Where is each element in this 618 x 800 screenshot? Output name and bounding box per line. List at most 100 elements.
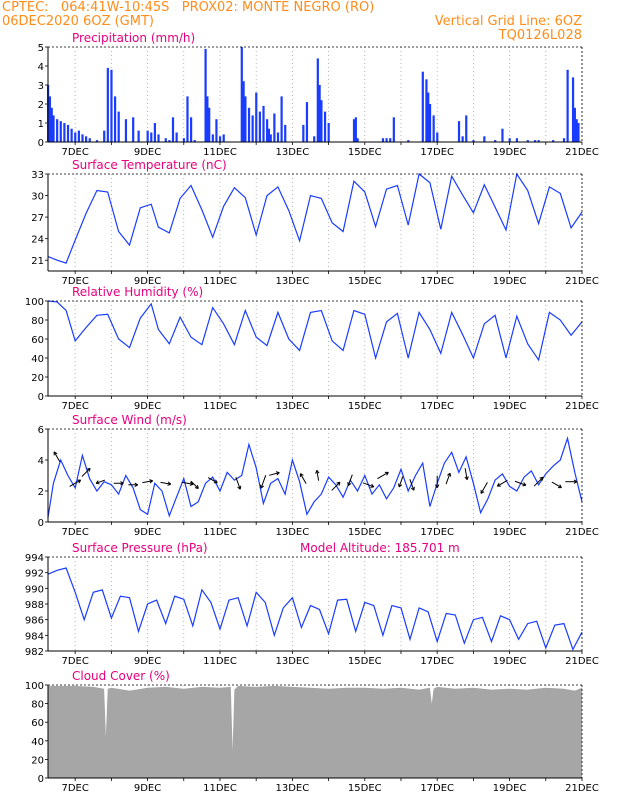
y-tick-label: 992 — [25, 569, 44, 580]
wind-arrow — [190, 480, 199, 489]
wind-arrow — [235, 477, 241, 490]
precip-bar — [381, 138, 385, 142]
wind-arrow-head — [259, 484, 262, 489]
wind-arrow — [362, 482, 375, 488]
x-tick-label: 19DEC — [493, 147, 527, 158]
wind-arrow-head — [435, 484, 438, 488]
header-grid-note: Vertical Grid Line: 6OZ — [434, 14, 582, 29]
wind-arrow-head — [449, 473, 452, 477]
x-tick-label: 13DEC — [276, 147, 310, 158]
y-tick-label: 20 — [31, 373, 44, 384]
wind-arrow-head — [239, 485, 242, 490]
y-tick-label: 33 — [31, 170, 44, 181]
wind-arrow — [533, 476, 544, 487]
y-tick-label: 40 — [31, 737, 44, 748]
precip-bar — [244, 96, 247, 142]
x-tick-label: 7DEC — [61, 656, 88, 667]
wind-arrow-head — [370, 486, 374, 488]
x-tick-label: 15DEC — [348, 147, 382, 158]
precip-bar — [483, 136, 486, 142]
wind-arrow — [53, 451, 61, 463]
wind-arrow-head — [194, 487, 199, 489]
x-tick-label: 9DEC — [134, 401, 161, 412]
precip-bar — [508, 138, 511, 142]
precip-bar — [204, 48, 207, 142]
x-tick-label: 21DEC — [565, 783, 599, 794]
wind-arrow-head — [559, 484, 562, 488]
x-tick-label: 11DEC — [203, 147, 237, 158]
wind-arrow-head — [275, 471, 280, 474]
wind-arrow-head — [86, 467, 91, 470]
wind-arrow — [69, 479, 81, 487]
precip-bar — [354, 117, 357, 142]
x-tick-label: 15DEC — [348, 656, 382, 667]
y-tick-label: 994 — [25, 553, 44, 564]
x-tick-label: 21DEC — [565, 401, 599, 412]
precip-bar — [215, 119, 218, 142]
y-tick-label: 5 — [38, 43, 44, 54]
wind-arrow-head — [134, 482, 139, 486]
x-tick-label: 17DEC — [420, 783, 454, 794]
precip-bar — [526, 140, 529, 142]
precip-bar — [316, 58, 319, 142]
series-line — [47, 567, 583, 651]
x-tick-label: 17DEC — [420, 276, 454, 287]
precip-bar — [273, 113, 276, 142]
y-tick-label: 100 — [25, 681, 44, 692]
panel-title: Cloud Cover (%) — [72, 669, 170, 683]
wind-arrow — [299, 473, 307, 484]
precip-bar — [175, 132, 178, 142]
wind-arrow — [377, 471, 389, 480]
wind-arrow — [398, 476, 404, 488]
wind-arrow-head — [149, 480, 154, 484]
precip-bar — [222, 134, 225, 142]
x-tick-label: 15DEC — [348, 276, 382, 287]
wind-arrow-head — [398, 484, 403, 488]
y-tick-label: 24 — [31, 235, 44, 246]
x-tick-label: 11DEC — [203, 783, 237, 794]
precip-bar — [211, 134, 214, 142]
y-tick-label: 982 — [25, 647, 44, 658]
cloud-cover-area — [48, 685, 582, 778]
panel-2: Surface Temperature (nC) 7DEC 9DEC 11DEC 13D… — [31, 158, 599, 287]
precip-bar — [157, 134, 160, 142]
precip-bar — [318, 85, 321, 142]
wind-arrow-head — [539, 476, 544, 479]
x-tick-label: 15DEC — [348, 527, 382, 538]
y-tick-label: 20 — [31, 755, 44, 766]
precip-bar — [425, 79, 428, 142]
precip-bar — [577, 123, 580, 142]
wind-arrow-head — [316, 470, 320, 474]
wind-arrow-head — [189, 483, 194, 486]
panel-title: Surface Pressure (hPa) — [72, 541, 208, 555]
wind-arrow — [260, 475, 267, 489]
x-tick-label: 7DEC — [61, 783, 88, 794]
header-model-code: TQ0126L028 — [498, 28, 582, 43]
y-tick-label: 0 — [38, 138, 44, 149]
x-tick-label: 11DEC — [203, 656, 237, 667]
panel-title: Surface Wind (m/s) — [72, 413, 187, 427]
y-tick-label: 3 — [38, 81, 44, 92]
precip-bar — [327, 123, 330, 142]
y-tick-label: 986 — [25, 616, 44, 627]
precip-bar — [52, 115, 55, 142]
precip-bar — [501, 128, 504, 142]
x-tick-label: 9DEC — [134, 276, 161, 287]
x-tick-label: 19DEC — [493, 527, 527, 538]
wind-arrow-head — [336, 481, 341, 484]
wind-arrow-head — [436, 484, 440, 488]
precip-bar — [150, 132, 153, 142]
precip-bar — [95, 140, 99, 142]
x-tick-label: 17DEC — [420, 527, 454, 538]
precip-bar — [113, 96, 117, 142]
precip-bar — [421, 71, 424, 142]
y-tick-label: 1 — [38, 119, 44, 130]
precip-bar — [436, 132, 439, 142]
wind-arrow-head — [466, 476, 469, 480]
x-tick-label: 13DEC — [276, 276, 310, 287]
x-tick-label: 19DEC — [493, 783, 527, 794]
wind-arrow-head — [88, 468, 91, 472]
y-tick-label: 984 — [25, 631, 44, 642]
precip-bar — [242, 81, 245, 142]
precip-bar — [56, 119, 59, 142]
